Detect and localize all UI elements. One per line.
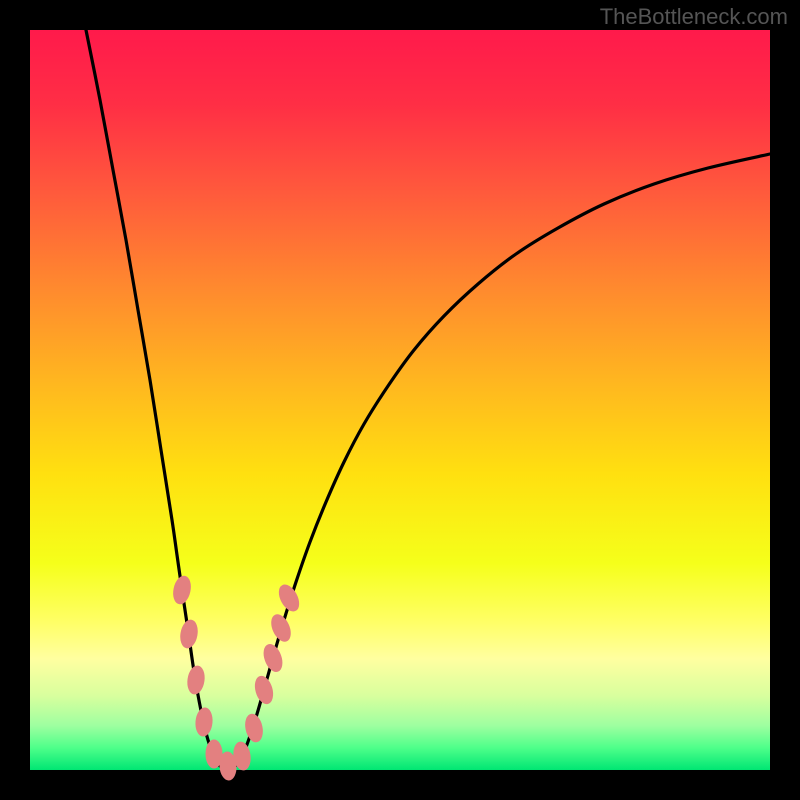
curve-marker: [275, 582, 302, 614]
curve-marker: [252, 674, 275, 705]
curve-marker: [186, 665, 206, 695]
curve-marker: [243, 713, 264, 744]
plot-area: [30, 30, 770, 770]
curve-right: [228, 154, 770, 770]
curve-marker: [261, 642, 286, 674]
curve-marker: [268, 612, 294, 644]
watermark-text: TheBottleneck.com: [600, 4, 788, 30]
curve-marker: [179, 619, 200, 649]
curve-left: [86, 30, 228, 770]
chart-frame: TheBottleneck.com: [0, 0, 800, 800]
marker-group: [171, 575, 302, 781]
curve-marker: [195, 707, 213, 736]
curve-left-path: [86, 30, 228, 770]
curve-right-path: [228, 154, 770, 770]
curve-marker: [171, 575, 192, 606]
curve-layer: [30, 30, 770, 770]
